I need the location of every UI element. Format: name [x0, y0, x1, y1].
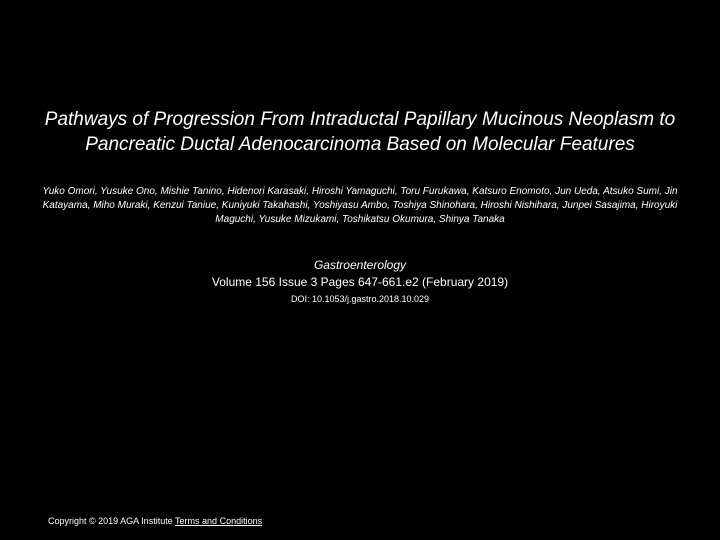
doi: DOI: 10.1053/j.gastro.2018.10.029: [0, 293, 720, 306]
copyright-footer: Copyright © 2019 AGA Institute Terms and…: [48, 516, 262, 526]
slide-content: Pathways of Progression From Intraductal…: [0, 0, 720, 306]
journal-block: Gastroenterology Volume 156 Issue 3 Page…: [0, 257, 720, 305]
authors-list: Yuko Omori, Yusuke Ono, Mishie Tanino, H…: [0, 185, 720, 227]
copyright-text: Copyright © 2019 AGA Institute: [48, 516, 175, 526]
terms-and-conditions-link[interactable]: Terms and Conditions: [175, 516, 262, 526]
citation: Volume 156 Issue 3 Pages 647-661.e2 (Feb…: [0, 274, 720, 291]
paper-title: Pathways of Progression From Intraductal…: [0, 108, 720, 157]
journal-name: Gastroenterology: [0, 257, 720, 274]
